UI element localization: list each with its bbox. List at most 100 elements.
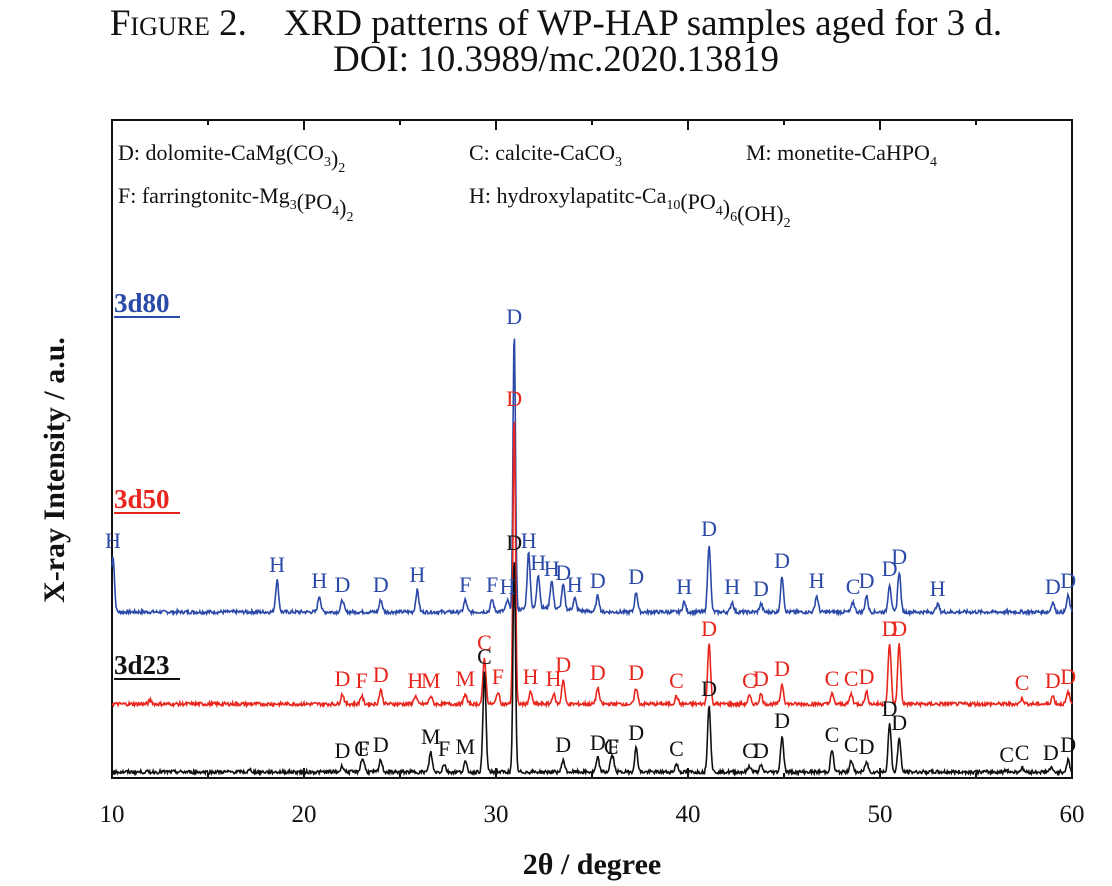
peak-label: F (607, 734, 619, 759)
peak-label: C (742, 738, 757, 763)
sample-label-3d80: 3d80 (114, 288, 170, 318)
peak-label: C (669, 736, 684, 761)
peak-label: H (724, 574, 740, 599)
peak-label: H (809, 568, 825, 593)
peak-label: D (334, 572, 350, 597)
x-tick-label: 40 (676, 801, 701, 828)
x-tick-label: 20 (292, 801, 317, 828)
peak-label: H (500, 574, 516, 599)
peak-label: M (421, 724, 441, 749)
series-line-3d80 (111, 338, 1073, 617)
peak-label: F (357, 736, 369, 761)
peak-label: D (555, 560, 571, 585)
sample-label-3d23: 3d23 (114, 650, 170, 680)
peak-label: D (753, 666, 769, 691)
peak-label: D (590, 660, 606, 685)
series-line-3d23 (111, 562, 1073, 777)
peak-label: D (334, 738, 350, 763)
peak-label: D (590, 568, 606, 593)
peak-label: D (882, 556, 898, 581)
peak-label: C (1015, 740, 1030, 765)
peak-label: H (311, 568, 327, 593)
figure-title: XRD patterns of WP-HAP samples aged for … (283, 3, 1003, 44)
x-axis-title: 2θ / degree (523, 848, 661, 881)
peak-label: D (1060, 568, 1076, 593)
peak-label: C (604, 734, 619, 759)
legend-entry-M: M: monetite-CaHPO4 (746, 140, 937, 170)
legend-entry-F: F: farringtonitc-Mg3(PO4)2 (118, 183, 353, 225)
x-axis-ticks: 10 20 30 40 50 60 (100, 120, 1085, 828)
series-line-3d50 (111, 421, 1073, 709)
peak-label: D (891, 616, 907, 641)
peak-label: D (1043, 740, 1059, 765)
peak-label: F (486, 572, 498, 597)
x-tick-label: 10 (100, 801, 125, 828)
legend: D: dolomite-CaMg(CO3)2 C: calcite-CaCO3 M:… (118, 140, 937, 231)
peak-label: H (521, 528, 537, 553)
x-tick-label: 60 (1060, 801, 1085, 828)
peak-label: M (421, 668, 441, 693)
peak-label: D (506, 386, 522, 411)
peak-label: H (407, 668, 423, 693)
peak-label: D (506, 530, 522, 555)
peak-label: C (1015, 670, 1030, 695)
peak-label: D (628, 660, 644, 685)
peak-label: H (409, 562, 425, 587)
legend-entry-D: D: dolomite-CaMg(CO3)2 (118, 140, 345, 176)
peak-label: D (882, 616, 898, 641)
peak-label: D (859, 664, 875, 689)
peak-label: C (999, 742, 1014, 767)
peak-label: H (105, 528, 121, 553)
peak-label: C (477, 630, 492, 655)
figure-label: Figure 2. (109, 3, 247, 44)
legend-entry-H: H: hydroxylapatitc-Ca10(PO4)6(OH)2 (469, 183, 791, 231)
peak-label: D (701, 616, 717, 641)
peak-label: D (701, 516, 717, 541)
peak-label: F (355, 668, 367, 693)
peak-label: D (628, 564, 644, 589)
peak-label: M (455, 666, 475, 691)
peak-label: F (492, 664, 504, 689)
peak-label: D (628, 720, 644, 745)
peak-label: H (676, 574, 692, 599)
peak-label: D (373, 662, 389, 687)
peak-label: H (546, 666, 562, 691)
peak-label: C (742, 668, 757, 693)
peak-label: D (506, 304, 522, 329)
peak-label: D (701, 676, 717, 701)
peak-label: D (334, 666, 350, 691)
peak-label: D (891, 544, 907, 569)
peak-label: C (825, 666, 840, 691)
peak-label: H (269, 552, 285, 577)
peak-label: D (859, 568, 875, 593)
peak-label: D (882, 696, 898, 721)
peak-label: H (930, 576, 946, 601)
peak-label: D (1060, 664, 1076, 689)
peak-label: D (373, 732, 389, 757)
sample-labels: 3d80 3d50 3d23 (114, 288, 180, 680)
peak-label: C (846, 574, 861, 599)
peak-label: C (669, 668, 684, 693)
peak-label: D (1045, 668, 1061, 693)
peak-label: C (844, 732, 859, 757)
peak-label: D (1060, 732, 1076, 757)
series-layer (111, 338, 1073, 777)
peak-label: C (844, 666, 859, 691)
peak-label: D (555, 652, 571, 677)
peak-label: F (438, 736, 450, 761)
peak-label: D (753, 738, 769, 763)
peak-label: D (859, 734, 875, 759)
peak-label: D (753, 576, 769, 601)
peak-label: D (590, 730, 606, 755)
figure-caption: Figure 2. XRD patterns of WP-HAP samples… (0, 4, 1112, 44)
sample-label-3d50: 3d50 (114, 484, 170, 514)
peak-label: D (774, 656, 790, 681)
x-tick-label: 30 (484, 801, 509, 828)
peak-label: D (1045, 574, 1061, 599)
peak-label: D (891, 710, 907, 735)
peak-label: C (354, 736, 369, 761)
peak-label: H (567, 572, 583, 597)
peak-label: H (523, 664, 539, 689)
